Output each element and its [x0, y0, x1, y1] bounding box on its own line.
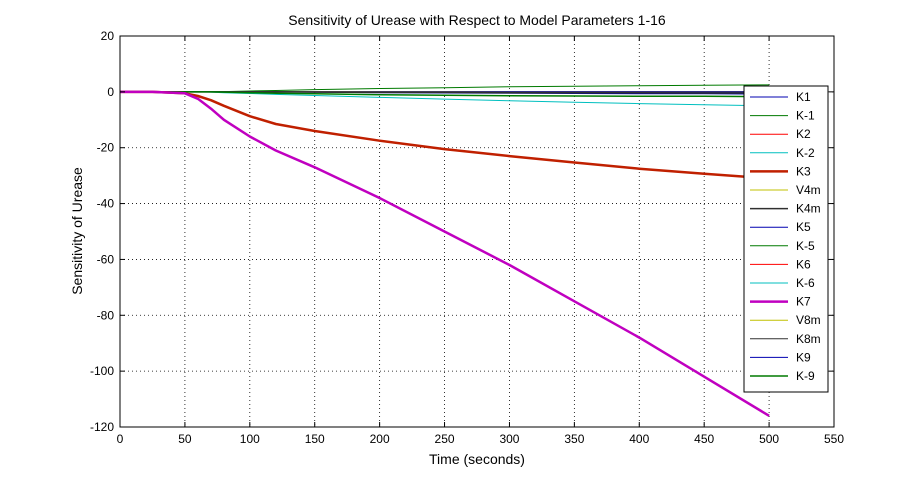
legend-label: V4m	[796, 183, 821, 197]
y-axis-label: Sensitivity of Urease	[69, 167, 85, 295]
plot-area	[120, 36, 834, 427]
x-tick-label: 500	[759, 432, 779, 446]
legend-label: K-1	[796, 109, 815, 123]
x-tick-label: 350	[564, 432, 584, 446]
legend-label: K4m	[796, 202, 821, 216]
y-tick-label: -40	[97, 197, 115, 211]
legend-label: K8m	[796, 332, 821, 346]
legend-label: K5	[796, 220, 811, 234]
axis-ticks: 0 50 100 150 200 250 300 350 400 450 500 550200-20-…	[90, 29, 844, 446]
legend-label: K7	[796, 295, 811, 309]
y-tick-label: 0	[107, 85, 114, 99]
legend-label: K-5	[796, 239, 815, 253]
legend-label: K9	[796, 350, 811, 364]
legend-label: K3	[796, 164, 811, 178]
legend-label: K2	[796, 127, 811, 141]
x-tick-label: 400	[629, 432, 649, 446]
plot-frame	[119, 35, 835, 428]
y-tick-label: -20	[97, 141, 115, 155]
legend-label: K-6	[796, 276, 815, 290]
x-tick-label: 150	[305, 432, 325, 446]
series-line-k3	[120, 90, 770, 180]
legend-label: K-9	[796, 369, 815, 383]
x-tick-label: 450	[694, 432, 714, 446]
y-tick-label: -120	[90, 420, 114, 434]
legend-label: K6	[796, 257, 811, 271]
y-tick-label: -80	[97, 308, 115, 322]
x-tick-label: 200	[370, 432, 390, 446]
series-line-k-9	[120, 91, 770, 98]
legend-label: V8m	[796, 313, 821, 327]
legend-box	[743, 85, 829, 393]
y-tick-label: 20	[101, 29, 115, 43]
x-tick-label: 550	[824, 432, 844, 446]
series-line-k7	[120, 90, 770, 417]
x-tick-label: 300	[499, 432, 519, 446]
x-tick-label: 250	[435, 432, 455, 446]
x-tick-label: 0	[117, 432, 124, 446]
x-tick-label: 50	[178, 432, 192, 446]
legend-label: K-2	[796, 146, 815, 160]
legend: K1 K-1 K2 K-2 K3 V4m K4m K5 K-5 K6 K-6 K7 V8m K8m K9 K-…	[743, 85, 829, 393]
y-tick-label: -60	[97, 252, 115, 266]
series-lines	[120, 84, 770, 417]
legend-label: K1	[796, 90, 811, 104]
x-axis-label: Time (seconds)	[429, 451, 525, 467]
y-tick-label: -100	[90, 364, 114, 378]
chart-title: Sensitivity of Urease with Respect to Mo…	[288, 12, 666, 28]
x-tick-label: 100	[240, 432, 260, 446]
